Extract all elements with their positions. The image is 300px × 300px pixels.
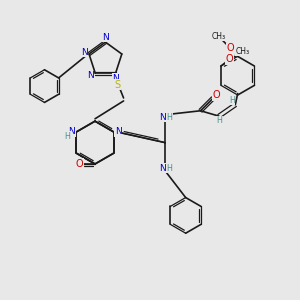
Text: CH₃: CH₃ [236,47,250,56]
Text: N: N [102,33,109,42]
Text: N: N [159,112,166,122]
Text: O: O [226,55,233,64]
Text: H: H [167,164,172,172]
Text: O: O [226,43,234,53]
Text: H: H [64,131,70,140]
Text: CH₃: CH₃ [212,32,226,41]
Text: S: S [114,80,120,90]
Text: O: O [76,159,83,169]
Text: N: N [115,128,122,136]
Text: N: N [68,128,75,136]
Text: N: N [159,164,166,172]
Text: H: H [167,112,172,122]
Text: N: N [81,48,88,57]
Text: N: N [112,74,119,82]
Text: H: H [229,96,235,105]
Text: N: N [87,71,94,80]
Text: H: H [217,116,223,125]
Text: O: O [213,90,220,100]
